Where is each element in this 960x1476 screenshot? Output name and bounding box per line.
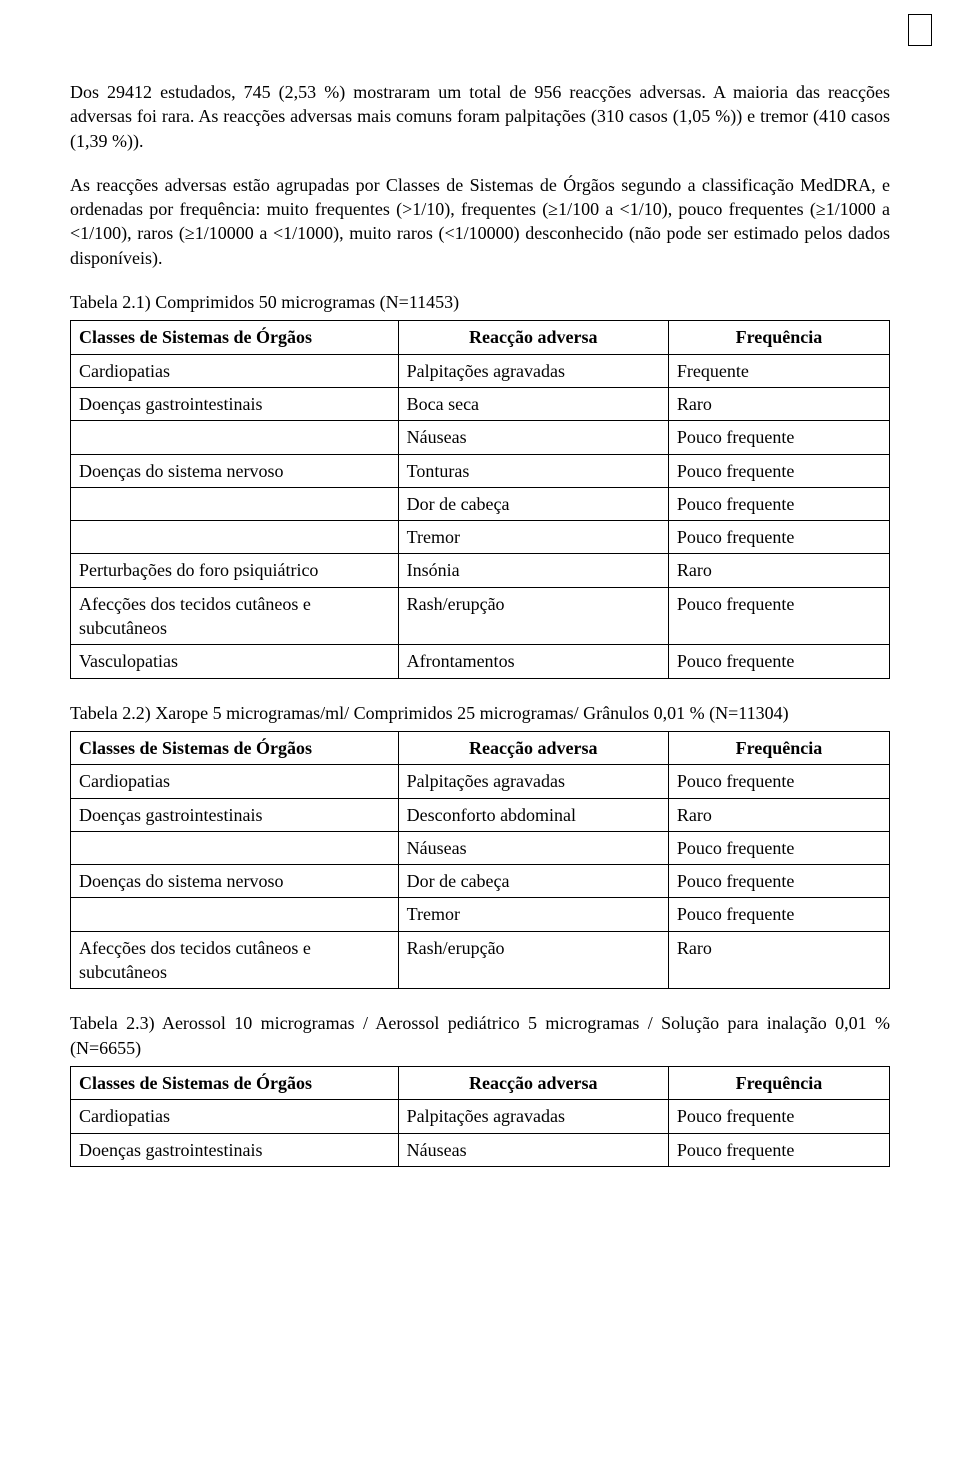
table-row: TremorPouco frequente bbox=[71, 898, 890, 931]
table-cell: Doenças do sistema nervoso bbox=[71, 454, 399, 487]
table-cell: Tonturas bbox=[398, 454, 668, 487]
table-cell: Pouco frequente bbox=[668, 421, 889, 454]
table-cell: Pouco frequente bbox=[668, 865, 889, 898]
table-row: CardiopatiasPalpitações agravadasPouco f… bbox=[71, 765, 890, 798]
table-cell: Pouco frequente bbox=[668, 898, 889, 931]
table-row: NáuseasPouco frequente bbox=[71, 421, 890, 454]
table3-header-2: Reacção adversa bbox=[398, 1066, 668, 1099]
table-cell bbox=[71, 831, 399, 864]
table3: Classes de Sistemas de Órgãos Reacção ad… bbox=[70, 1066, 890, 1167]
table-cell: Doenças gastrointestinais bbox=[71, 1133, 399, 1166]
table-row: CardiopatiasPalpitações agravadasPouco f… bbox=[71, 1100, 890, 1133]
table-row: Afecções dos tecidos cutâneos e subcutân… bbox=[71, 587, 890, 645]
table1-header-3: Frequência bbox=[668, 321, 889, 354]
table-cell: Doenças gastrointestinais bbox=[71, 387, 399, 420]
table-cell bbox=[71, 521, 399, 554]
table2-header-3: Frequência bbox=[668, 731, 889, 764]
table-cell: Pouco frequente bbox=[668, 1100, 889, 1133]
table-row: Afecções dos tecidos cutâneos e subcutân… bbox=[71, 931, 890, 989]
table-cell: Rash/erupção bbox=[398, 931, 668, 989]
table-cell bbox=[71, 487, 399, 520]
table-cell: Afecções dos tecidos cutâneos e subcutân… bbox=[71, 931, 399, 989]
table1-header-2: Reacção adversa bbox=[398, 321, 668, 354]
table-row: VasculopatiasAfrontamentosPouco frequent… bbox=[71, 645, 890, 678]
table-cell: Cardiopatias bbox=[71, 354, 399, 387]
table-cell: Afrontamentos bbox=[398, 645, 668, 678]
table3-header-3: Frequência bbox=[668, 1066, 889, 1099]
table-cell: Cardiopatias bbox=[71, 1100, 399, 1133]
table-cell: Vasculopatias bbox=[71, 645, 399, 678]
table-row: Doenças do sistema nervosoTonturasPouco … bbox=[71, 454, 890, 487]
body-paragraph-2: As reacções adversas estão agrupadas por… bbox=[70, 173, 890, 270]
table-cell: Náuseas bbox=[398, 421, 668, 454]
table3-caption: Tabela 2.3) Aerossol 10 microgramas / Ae… bbox=[70, 1011, 890, 1060]
table2-header-1: Classes de Sistemas de Órgãos bbox=[71, 731, 399, 764]
table1-header-1: Classes de Sistemas de Órgãos bbox=[71, 321, 399, 354]
table-cell: Afecções dos tecidos cutâneos e subcutân… bbox=[71, 587, 399, 645]
table2: Classes de Sistemas de Órgãos Reacção ad… bbox=[70, 731, 890, 989]
table-row: Doenças do sistema nervosoDor de cabeçaP… bbox=[71, 865, 890, 898]
table-row: Doenças gastrointestinaisBoca secaRaro bbox=[71, 387, 890, 420]
table-row: Perturbações do foro psiquiátricoInsónia… bbox=[71, 554, 890, 587]
table-cell: Raro bbox=[668, 387, 889, 420]
table-cell: Perturbações do foro psiquiátrico bbox=[71, 554, 399, 587]
table1-body: CardiopatiasPalpitações agravadasFrequen… bbox=[71, 354, 890, 678]
table-cell: Náuseas bbox=[398, 1133, 668, 1166]
body-paragraph-1: Dos 29412 estudados, 745 (2,53 %) mostra… bbox=[70, 80, 890, 153]
table2-caption: Tabela 2.2) Xarope 5 microgramas/ml/ Com… bbox=[70, 701, 890, 725]
table-cell: Pouco frequente bbox=[668, 1133, 889, 1166]
table-cell: Palpitações agravadas bbox=[398, 1100, 668, 1133]
table-cell: Pouco frequente bbox=[668, 645, 889, 678]
table-cell: Raro bbox=[668, 798, 889, 831]
table-cell: Raro bbox=[668, 554, 889, 587]
table-row: NáuseasPouco frequente bbox=[71, 831, 890, 864]
table-cell: Palpitações agravadas bbox=[398, 765, 668, 798]
table-cell: Pouco frequente bbox=[668, 587, 889, 645]
table-cell: Pouco frequente bbox=[668, 521, 889, 554]
table-row: CardiopatiasPalpitações agravadasFrequen… bbox=[71, 354, 890, 387]
table-cell: Boca seca bbox=[398, 387, 668, 420]
table3-body: CardiopatiasPalpitações agravadasPouco f… bbox=[71, 1100, 890, 1167]
table-row: Doenças gastrointestinaisDesconforto abd… bbox=[71, 798, 890, 831]
table-cell: Doenças do sistema nervoso bbox=[71, 865, 399, 898]
table-cell: Pouco frequente bbox=[668, 454, 889, 487]
table-cell: Tremor bbox=[398, 898, 668, 931]
table-cell: Frequente bbox=[668, 354, 889, 387]
table-cell: Cardiopatias bbox=[71, 765, 399, 798]
table-row: Doenças gastrointestinaisNáuseasPouco fr… bbox=[71, 1133, 890, 1166]
table3-header-1: Classes de Sistemas de Órgãos bbox=[71, 1066, 399, 1099]
table1-caption: Tabela 2.1) Comprimidos 50 microgramas (… bbox=[70, 290, 890, 314]
page-corner-box bbox=[908, 14, 932, 46]
table-cell: Pouco frequente bbox=[668, 831, 889, 864]
table-cell: Rash/erupção bbox=[398, 587, 668, 645]
table-cell: Raro bbox=[668, 931, 889, 989]
table-row: TremorPouco frequente bbox=[71, 521, 890, 554]
table-cell: Dor de cabeça bbox=[398, 865, 668, 898]
table-cell bbox=[71, 421, 399, 454]
table-cell: Palpitações agravadas bbox=[398, 354, 668, 387]
table-cell: Insónia bbox=[398, 554, 668, 587]
table-cell: Pouco frequente bbox=[668, 765, 889, 798]
table-cell: Tremor bbox=[398, 521, 668, 554]
table-cell bbox=[71, 898, 399, 931]
table2-body: CardiopatiasPalpitações agravadasPouco f… bbox=[71, 765, 890, 989]
table-cell: Dor de cabeça bbox=[398, 487, 668, 520]
table1: Classes de Sistemas de Órgãos Reacção ad… bbox=[70, 320, 890, 678]
table2-header-2: Reacção adversa bbox=[398, 731, 668, 764]
table-cell: Pouco frequente bbox=[668, 487, 889, 520]
table-cell: Doenças gastrointestinais bbox=[71, 798, 399, 831]
table-cell: Desconforto abdominal bbox=[398, 798, 668, 831]
table-row: Dor de cabeçaPouco frequente bbox=[71, 487, 890, 520]
table-cell: Náuseas bbox=[398, 831, 668, 864]
